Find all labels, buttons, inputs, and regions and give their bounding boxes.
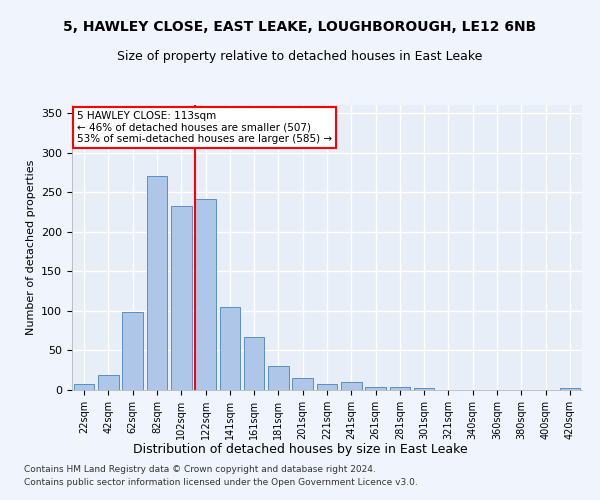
Text: Size of property relative to detached houses in East Leake: Size of property relative to detached ho… xyxy=(118,50,482,63)
Bar xyxy=(292,378,313,390)
Bar xyxy=(268,366,289,390)
Bar xyxy=(560,388,580,390)
Text: 5, HAWLEY CLOSE, EAST LEAKE, LOUGHBOROUGH, LE12 6NB: 5, HAWLEY CLOSE, EAST LEAKE, LOUGHBOROUG… xyxy=(64,20,536,34)
Bar xyxy=(122,312,143,390)
Text: Distribution of detached houses by size in East Leake: Distribution of detached houses by size … xyxy=(133,442,467,456)
Bar xyxy=(146,176,167,390)
Text: 5 HAWLEY CLOSE: 113sqm
← 46% of detached houses are smaller (507)
53% of semi-de: 5 HAWLEY CLOSE: 113sqm ← 46% of detached… xyxy=(77,110,332,144)
Bar xyxy=(389,387,410,390)
Text: Contains public sector information licensed under the Open Government Licence v3: Contains public sector information licen… xyxy=(24,478,418,487)
Bar xyxy=(98,375,119,390)
Bar xyxy=(195,199,216,390)
Bar xyxy=(220,307,240,390)
Y-axis label: Number of detached properties: Number of detached properties xyxy=(26,160,35,335)
Text: Contains HM Land Registry data © Crown copyright and database right 2024.: Contains HM Land Registry data © Crown c… xyxy=(24,466,376,474)
Bar xyxy=(341,382,362,390)
Bar xyxy=(171,206,191,390)
Bar xyxy=(414,388,434,390)
Bar xyxy=(244,337,265,390)
Bar xyxy=(317,384,337,390)
Bar xyxy=(74,384,94,390)
Bar xyxy=(365,387,386,390)
